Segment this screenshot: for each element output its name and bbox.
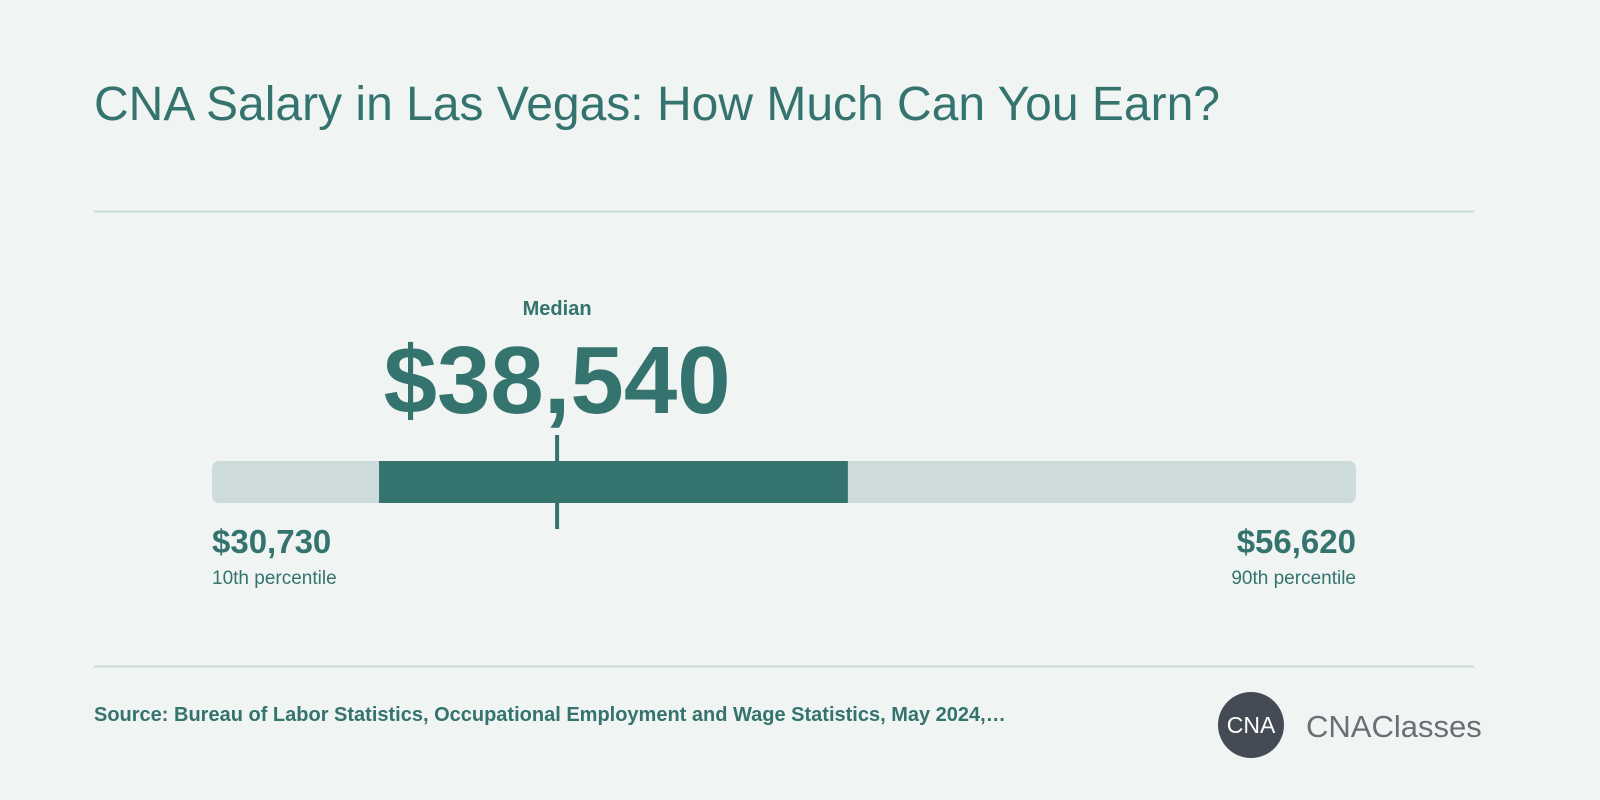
chart-title: CNA Salary in Las Vegas: How Much Can Yo…: [94, 78, 1220, 131]
median-value: $38,540: [384, 327, 731, 434]
low-value: $30,730: [212, 523, 331, 560]
logo-badge: [1218, 692, 1284, 758]
logo-mark: CNA: [1227, 712, 1276, 738]
range-band: [379, 461, 848, 503]
median-label: Median: [523, 298, 592, 320]
high-value: $56,620: [1237, 523, 1356, 560]
high-label: 90th percentile: [1231, 568, 1356, 589]
source-note: Source: Bureau of Labor Statistics, Occu…: [94, 704, 1006, 726]
logo-name: CNAClasses: [1306, 709, 1482, 744]
low-label: 10th percentile: [212, 568, 337, 589]
